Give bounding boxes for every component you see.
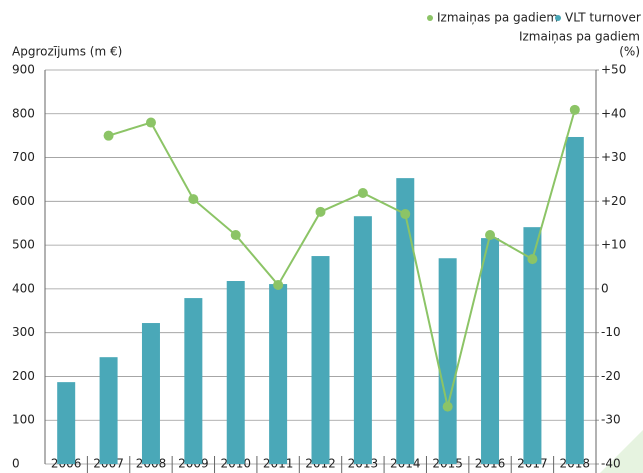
y2-tick-label: +40 — [601, 106, 626, 120]
bar — [226, 281, 245, 464]
y-tick-label: 300 — [12, 325, 35, 339]
point — [145, 117, 156, 128]
y2-tick-label: -10 — [601, 325, 621, 339]
y-tick-label: 900 — [12, 63, 35, 77]
point — [357, 188, 368, 199]
y-tick-label: 700 — [12, 150, 35, 164]
y-axis-label: Apgrozījums (m €) — [12, 45, 122, 59]
decoration — [600, 430, 643, 473]
point — [442, 401, 453, 412]
legend-marker — [427, 15, 433, 21]
y2-tick-label: +30 — [601, 150, 626, 164]
y2-tick-label: +10 — [601, 238, 626, 252]
y-tick-label: 800 — [12, 106, 35, 120]
bar — [565, 136, 584, 465]
legend-label: VLT turnover — [565, 11, 641, 25]
point — [230, 230, 241, 241]
point — [485, 230, 496, 241]
bar — [311, 256, 330, 464]
y2-axis-label: Izmaiņas pa gadiem — [519, 30, 640, 44]
bar — [523, 227, 542, 464]
y2-tick-label: +20 — [601, 194, 626, 208]
y-tick-label: 600 — [12, 194, 35, 208]
bar — [269, 284, 288, 464]
y2-tick-label: -20 — [601, 369, 621, 383]
y2-axis-label: (%) — [619, 45, 640, 59]
point — [273, 279, 284, 290]
legend-label: Izmaiņas pa gadiem — [437, 11, 558, 25]
y-tick-label: 200 — [12, 369, 35, 383]
y-tick-label: 100 — [12, 413, 35, 427]
bar — [438, 258, 457, 464]
y-tick-label: 400 — [12, 281, 35, 295]
point — [400, 209, 411, 220]
point — [527, 254, 538, 265]
bar — [396, 178, 415, 464]
bar — [141, 323, 160, 464]
point — [315, 206, 326, 217]
y2-tick-label: -30 — [601, 413, 621, 427]
bar — [99, 357, 118, 464]
legend-marker — [555, 15, 561, 21]
point — [188, 194, 199, 205]
y2-tick-label: 0 — [601, 281, 609, 295]
line — [108, 109, 576, 407]
y-tick-label: 500 — [12, 238, 35, 252]
bar — [57, 382, 76, 464]
y2-tick-label: -40 — [601, 457, 621, 471]
y-tick-label: 0 — [12, 457, 20, 471]
point — [103, 130, 114, 141]
bar — [481, 238, 500, 464]
point — [569, 104, 580, 115]
bar — [184, 298, 203, 464]
y2-tick-label: +50 — [601, 63, 626, 77]
bar — [353, 216, 372, 464]
